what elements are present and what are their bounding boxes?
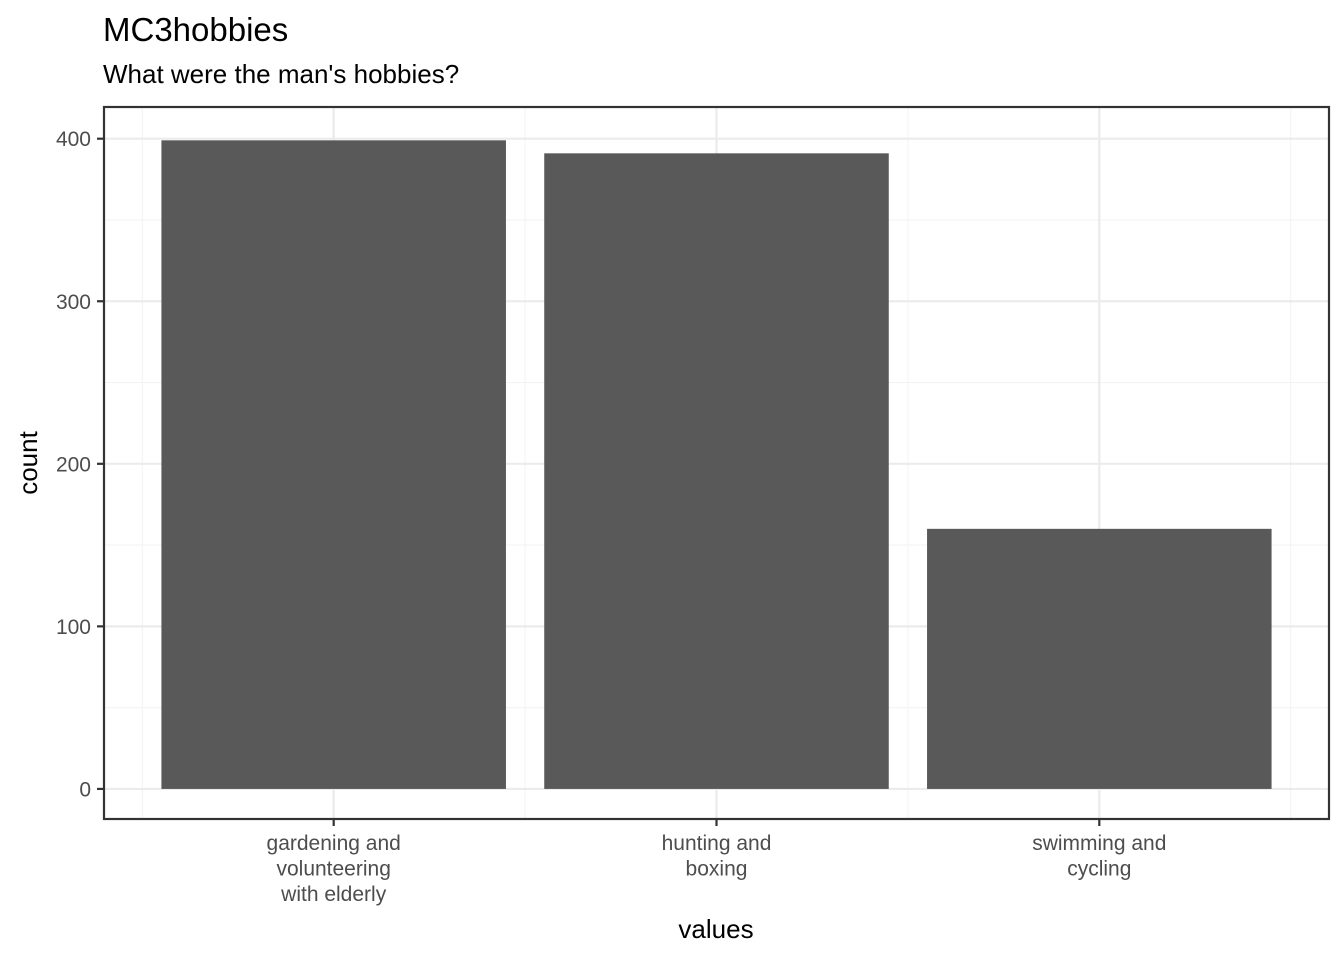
x-tick-label-line: volunteering bbox=[276, 858, 390, 881]
y-tick-label: 0 bbox=[79, 778, 91, 801]
bars bbox=[161, 140, 1272, 789]
x-tick-label-line: hunting and bbox=[662, 832, 772, 855]
y-tick-label: 200 bbox=[56, 453, 91, 476]
x-tick-label: hunting and boxing bbox=[662, 832, 772, 881]
chart-title: MC3hobbies bbox=[103, 11, 288, 48]
chart-subtitle: What were the man's hobbies? bbox=[103, 59, 459, 89]
x-axis: gardening and volunteering with elderly hun… bbox=[267, 819, 1166, 906]
bar bbox=[927, 528, 1272, 789]
x-tick-label-line: boxing bbox=[686, 858, 748, 881]
bar bbox=[544, 153, 889, 789]
x-tick-label-line: swimming and bbox=[1032, 832, 1166, 855]
bar bbox=[161, 140, 506, 789]
x-axis-title: values bbox=[678, 914, 753, 944]
x-tick-label-line: gardening and bbox=[267, 832, 401, 855]
x-tick-label: gardening and volunteering with elderly bbox=[267, 832, 401, 906]
x-tick-label-line: cycling bbox=[1067, 858, 1131, 881]
y-axis: 0 100 200 300 400 bbox=[56, 128, 104, 801]
y-tick-label: 100 bbox=[56, 616, 91, 639]
y-tick-label: 300 bbox=[56, 291, 91, 314]
x-tick-label-line: with elderly bbox=[280, 883, 387, 906]
y-tick-label: 400 bbox=[56, 128, 91, 151]
plot-panel bbox=[102, 105, 1331, 821]
x-tick-label: swimming and cycling bbox=[1032, 832, 1166, 881]
y-axis-title: count bbox=[13, 430, 43, 494]
